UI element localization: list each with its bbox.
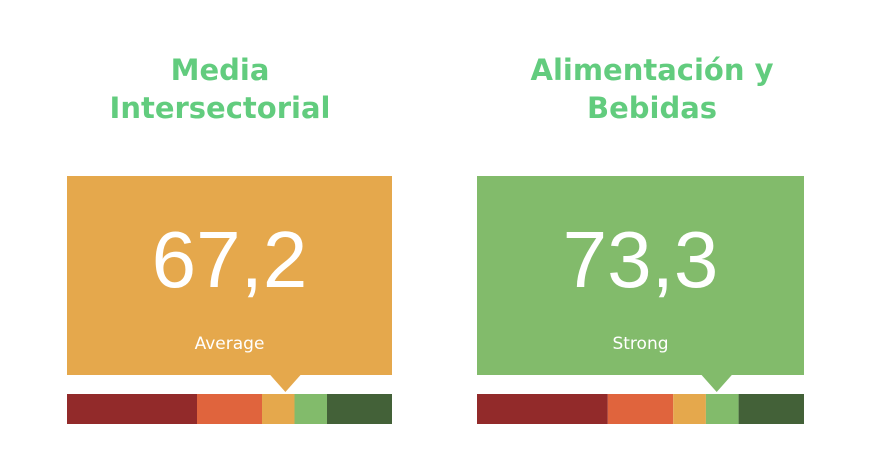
scorecard: Alimentación y Bebidas 73,3 Strong [477, 53, 804, 424]
scale-segment [294, 394, 327, 424]
score-value: 73,3 [563, 215, 719, 304]
scale-segment [607, 394, 674, 424]
scale-segment [262, 394, 295, 424]
scale-segment [197, 394, 262, 424]
scale-segment [705, 394, 739, 424]
card-box [477, 176, 804, 375]
scorecard: Media Intersectorial 67,2 Average [67, 53, 392, 424]
card-title: Intersectorial [110, 91, 331, 125]
scale-segment [673, 394, 706, 424]
card-title: Alimentación y [531, 53, 774, 87]
card-box [67, 176, 392, 375]
scale-segment [327, 394, 392, 424]
score-rating: Strong [612, 334, 668, 354]
scale-segment [738, 394, 804, 424]
scale-segment [67, 394, 197, 424]
score-value: 67,2 [152, 215, 308, 304]
score-rating: Average [195, 334, 265, 354]
score-pointer [269, 374, 302, 392]
card-title: Media [171, 53, 270, 87]
scale-segment [477, 394, 608, 424]
score-pointer [700, 374, 733, 392]
card-title: Bebidas [587, 91, 717, 125]
